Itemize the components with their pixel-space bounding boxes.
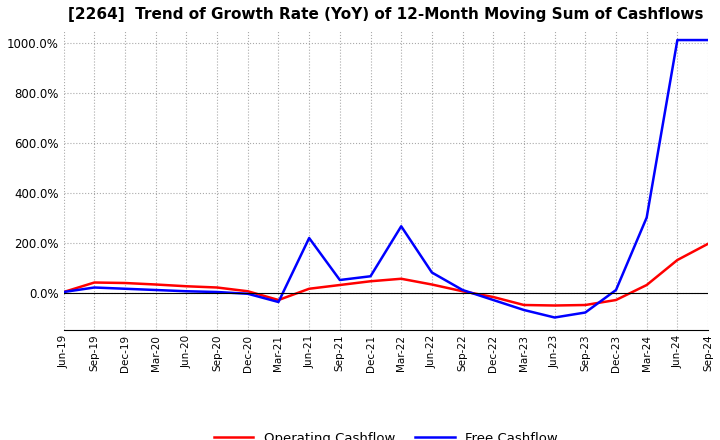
Operating Cashflow [612, 297, 621, 303]
Operating Cashflow [243, 289, 252, 294]
Free Cashflow [520, 308, 528, 313]
Free Cashflow [397, 224, 405, 229]
Free Cashflow [642, 215, 651, 220]
Free Cashflow [550, 315, 559, 320]
Operating Cashflow [520, 302, 528, 308]
Free Cashflow [489, 297, 498, 303]
Operating Cashflow [182, 284, 191, 289]
Operating Cashflow [90, 280, 99, 285]
Line: Free Cashflow: Free Cashflow [63, 40, 708, 318]
Free Cashflow [673, 37, 682, 43]
Free Cashflow [581, 310, 590, 315]
Operating Cashflow [274, 297, 283, 303]
Free Cashflow [366, 274, 375, 279]
Free Cashflow [274, 299, 283, 304]
Free Cashflow [59, 290, 68, 295]
Free Cashflow [90, 285, 99, 290]
Free Cashflow [182, 289, 191, 294]
Operating Cashflow [336, 282, 344, 288]
Free Cashflow [428, 270, 436, 275]
Operating Cashflow [458, 289, 467, 294]
Line: Operating Cashflow: Operating Cashflow [63, 244, 708, 305]
Operating Cashflow [366, 279, 375, 284]
Free Cashflow [213, 290, 222, 295]
Operating Cashflow [397, 276, 405, 282]
Operating Cashflow [642, 282, 651, 288]
Free Cashflow [243, 291, 252, 297]
Free Cashflow [305, 235, 313, 241]
Operating Cashflow [550, 303, 559, 308]
Operating Cashflow [305, 286, 313, 291]
Title: [2264]  Trend of Growth Rate (YoY) of 12-Month Moving Sum of Cashflows: [2264] Trend of Growth Rate (YoY) of 12-… [68, 7, 703, 22]
Operating Cashflow [428, 282, 436, 287]
Free Cashflow [612, 287, 621, 293]
Operating Cashflow [213, 285, 222, 290]
Free Cashflow [703, 37, 712, 43]
Free Cashflow [121, 286, 130, 291]
Operating Cashflow [59, 290, 68, 295]
Legend: Operating Cashflow, Free Cashflow: Operating Cashflow, Free Cashflow [209, 427, 563, 440]
Free Cashflow [458, 287, 467, 293]
Operating Cashflow [121, 280, 130, 286]
Operating Cashflow [489, 294, 498, 300]
Free Cashflow [336, 277, 344, 282]
Operating Cashflow [673, 257, 682, 263]
Operating Cashflow [151, 282, 160, 287]
Free Cashflow [151, 287, 160, 293]
Operating Cashflow [581, 302, 590, 308]
Operating Cashflow [703, 241, 712, 246]
